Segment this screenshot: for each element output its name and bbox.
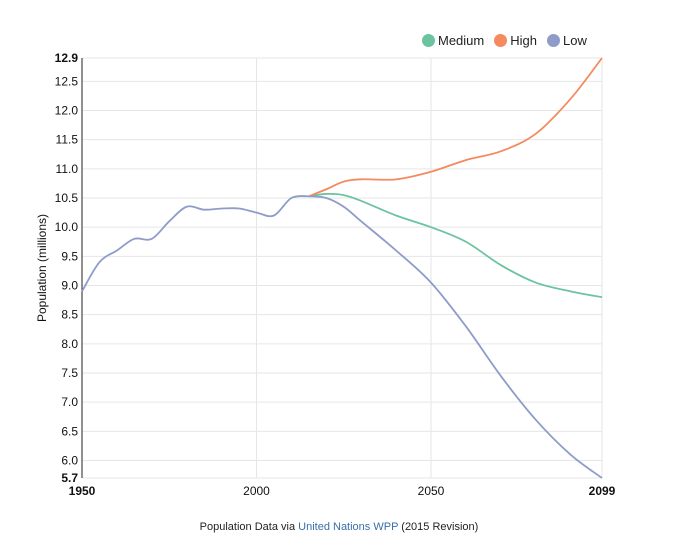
series-line-low xyxy=(308,195,603,479)
y-tick-label-12: 12.0 xyxy=(55,104,79,118)
legend-label-medium: Medium xyxy=(438,33,485,48)
y-tick-label-11: 11.0 xyxy=(56,162,79,176)
y-tick-label-8: 8.0 xyxy=(61,337,78,351)
historical-line xyxy=(81,195,309,292)
data-source-footer: Population Data via United Nations WPP (… xyxy=(0,521,678,533)
series-line-medium xyxy=(308,192,603,299)
legend-swatch-low xyxy=(547,34,560,47)
x-tick-label-2099: 2099 xyxy=(589,484,616,498)
y-tick-label-6: 6.0 xyxy=(61,454,78,468)
x-tick-label-2050: 2050 xyxy=(418,484,445,498)
legend-label-low: Low xyxy=(563,33,587,48)
y-tick-label-8-5: 8.5 xyxy=(61,308,78,322)
y-tick-label-12-5: 12.5 xyxy=(55,74,79,88)
grid-layer xyxy=(81,57,603,479)
y-tick-label-11-5: 11.5 xyxy=(56,133,79,147)
legend-item-low[interactable]: Low xyxy=(547,33,587,48)
y-tick-label-10-5: 10.5 xyxy=(55,191,79,205)
legend-swatch-high xyxy=(494,34,508,47)
legend-swatch-medium xyxy=(422,34,435,47)
y-tick-label-5-7: 5.7 xyxy=(61,471,78,485)
axis-layer: 5.7 6.0 6.5 7.0 7.5 8.0 8.5 9.0 9.5 10.0 10.5 11.0 1… xyxy=(55,51,616,498)
footer-prefix: Population Data via xyxy=(199,521,296,533)
x-tick-label-2000: 2000 xyxy=(243,484,270,498)
x-tick-label-1950: 1950 xyxy=(69,484,96,498)
lines-layer xyxy=(81,57,603,479)
legend: Medium High Low xyxy=(422,33,587,48)
footer-suffix: (2015 Revision) xyxy=(401,521,479,533)
y-tick-label-9-5: 9.5 xyxy=(61,249,78,263)
y-tick-label-7-5: 7.5 xyxy=(61,366,78,380)
legend-item-medium[interactable]: Medium xyxy=(422,33,484,48)
legend-label-high: High xyxy=(510,33,537,48)
y-tick-label-7: 7.0 xyxy=(61,395,78,409)
legend-item-high[interactable]: High xyxy=(494,33,537,48)
y-tick-label-12-9: 12.9 xyxy=(55,51,79,65)
y-tick-label-6-5: 6.5 xyxy=(61,424,78,438)
y-tick-label-10: 10.0 xyxy=(55,220,79,234)
y-tick-label-9: 9.0 xyxy=(61,279,78,293)
series-line-high xyxy=(308,57,603,198)
y-axis-title: Population (millions) xyxy=(35,214,49,322)
un-wpp-link[interactable]: United Nations WPP xyxy=(298,521,399,533)
